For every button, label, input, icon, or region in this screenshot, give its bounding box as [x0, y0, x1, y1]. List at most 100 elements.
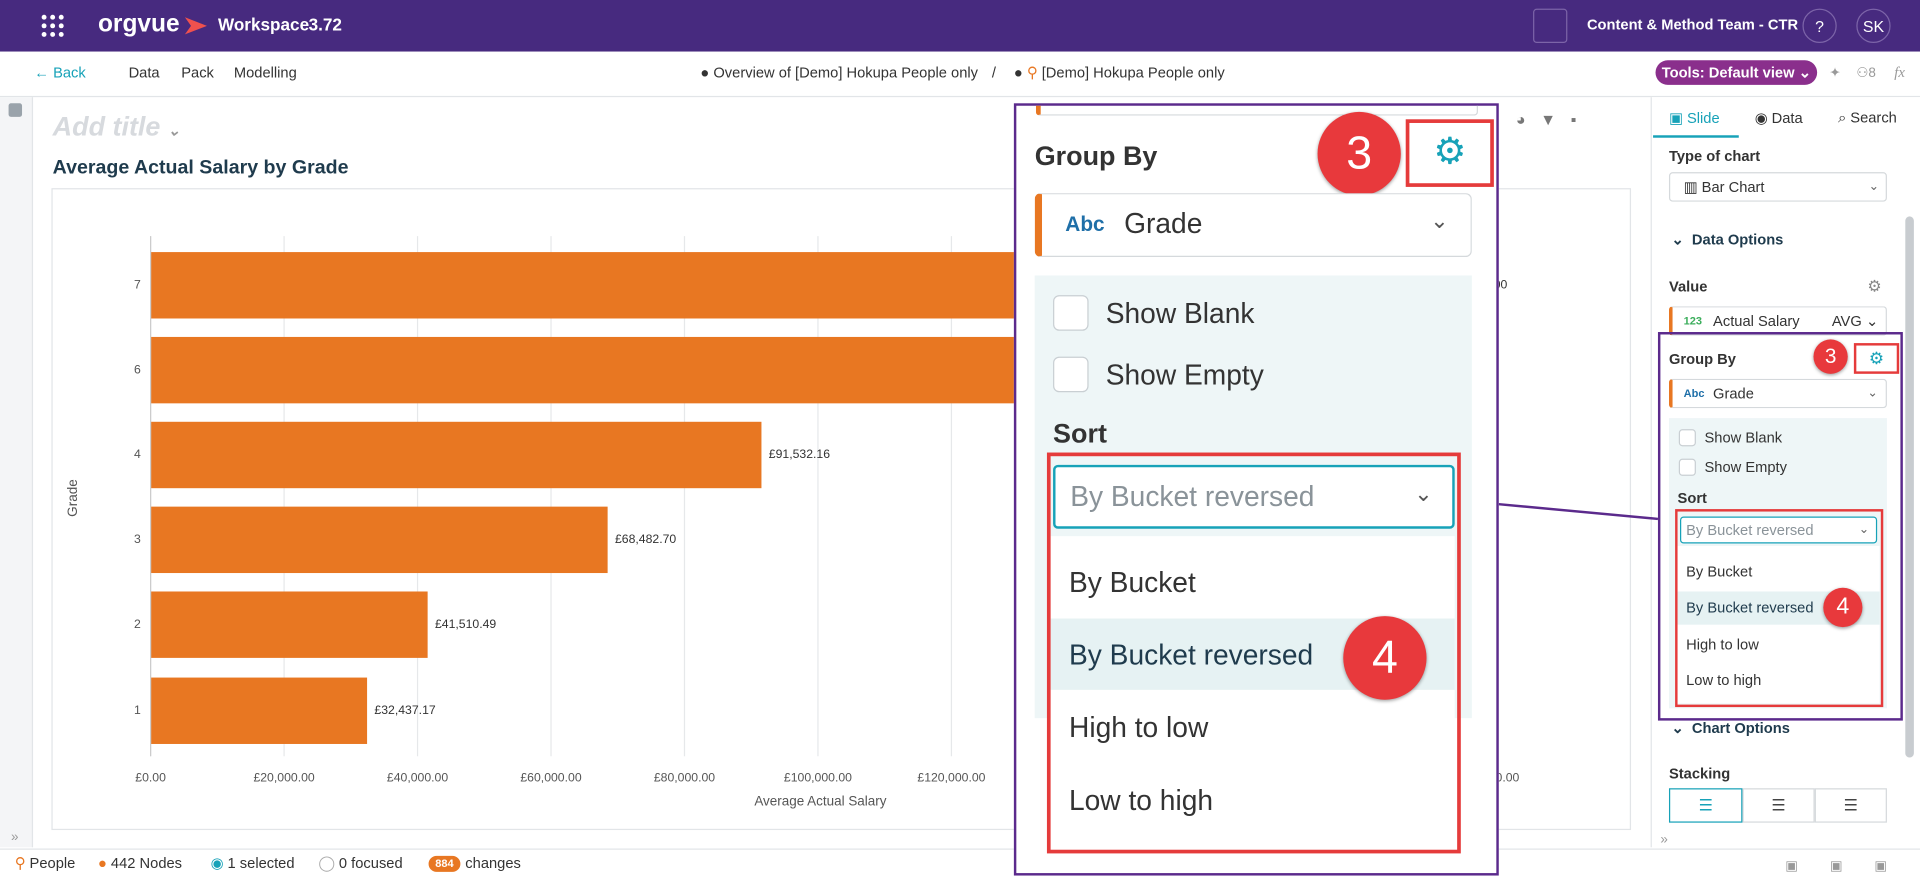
option[interactable]: Low to high: [1686, 671, 1762, 689]
help[interactable]: ?: [1802, 8, 1837, 44]
agg[interactable]: AVG ⌄: [1831, 312, 1879, 330]
checkbox-label[interactable]: Show Blank: [1704, 429, 1783, 447]
status-text[interactable]: 0 focused: [338, 854, 403, 872]
tab-text[interactable]: Search: [1850, 108, 1897, 127]
bar: [150, 506, 608, 574]
value-type: 123: [1683, 314, 1703, 328]
add-icon[interactable]: [8, 103, 23, 117]
title-placeholder[interactable]: Add title ⌄: [52, 110, 181, 142]
expand[interactable]: »: [1660, 832, 1668, 848]
checkbox-label[interactable]: Show Empty: [1704, 458, 1787, 476]
chart-toolbar[interactable]: ◕▼▪: [1515, 110, 1592, 129]
section[interactable]: ⌄ Data Options: [1671, 231, 1784, 249]
checkbox[interactable]: [1053, 295, 1089, 331]
option[interactable]: High to low: [1068, 711, 1209, 744]
tab[interactable]: ⌕ Search: [1837, 108, 1897, 127]
option-selected[interactable]: By Bucket reversed: [1068, 638, 1314, 671]
stack-button[interactable]: ☰: [1814, 788, 1887, 823]
chart-type-select[interactable]: [1668, 172, 1887, 202]
checkbox-label[interactable]: Show Blank: [1105, 296, 1255, 329]
status-item[interactable]: ● 442 Nodes: [97, 854, 183, 872]
breadcrumb-item[interactable]: Overview of [Demo] Hokupa People only: [713, 63, 979, 82]
status-text[interactable]: 442 Nodes: [110, 854, 183, 872]
tab[interactable]: ◉ Data: [1754, 109, 1803, 127]
chart-type: ▥ Bar Chart: [1683, 178, 1765, 196]
sort-select[interactable]: [1053, 464, 1455, 529]
status-text[interactable]: 1 selected: [227, 854, 295, 872]
gear-highlight[interactable]: ⚙: [1853, 343, 1900, 374]
team[interactable]: Content & Method Team - CTR: [1586, 15, 1799, 34]
tab-text[interactable]: Slide: [1686, 109, 1720, 127]
user[interactable]: SK: [1856, 8, 1891, 44]
footer-icons[interactable]: ▣▣▣: [1785, 858, 1920, 874]
breadcrumb[interactable]: ● Overview of [Demo] Hokupa People only: [700, 63, 979, 82]
field: Grade: [1713, 384, 1754, 403]
option[interactable]: Low to high: [1068, 783, 1214, 816]
stack-button[interactable]: ☰: [1742, 788, 1815, 823]
scrollbar[interactable]: [1905, 216, 1914, 758]
nav-tab[interactable]: Modelling: [233, 63, 297, 82]
apps-icon[interactable]: [40, 14, 64, 39]
nav-bar: [0, 51, 1920, 98]
title-text[interactable]: Add title: [52, 110, 161, 142]
x-tick-label: £120,000.00: [917, 771, 985, 785]
pin[interactable]: ✦: [1829, 65, 1841, 81]
changes-count[interactable]: 884: [428, 855, 461, 872]
gear[interactable]: ⚙: [1867, 276, 1882, 296]
brand-logo: [184, 17, 207, 35]
step-badge: 4: [1823, 587, 1863, 628]
status-item[interactable]: ⚲ People: [14, 854, 76, 872]
label: Sort: [1677, 489, 1707, 507]
section-text[interactable]: Chart Options: [1691, 719, 1790, 737]
breadcrumb[interactable]: ● ⚲ [Demo] Hokupa People only: [1013, 63, 1225, 82]
sort-select[interactable]: [1680, 516, 1878, 544]
status-item[interactable]: ◉ 1 selected: [210, 854, 295, 872]
y-tick-label: 3: [134, 532, 141, 546]
tools-button[interactable]: Tools: Default view ⌄: [1655, 60, 1818, 85]
tab-text[interactable]: Data: [1771, 109, 1803, 127]
nav-tab[interactable]: Data: [128, 63, 160, 82]
cut-select: [1035, 105, 1478, 116]
group-select[interactable]: [1668, 378, 1887, 409]
value-select[interactable]: [1668, 306, 1887, 336]
brand: orgvue: [97, 10, 180, 38]
status-text[interactable]: People: [29, 854, 76, 872]
status-item[interactable]: ◯ 0 focused: [318, 854, 403, 872]
agg-text[interactable]: AVG: [1831, 312, 1862, 330]
breadcrumb-item[interactable]: [Demo] Hokupa People only: [1041, 63, 1225, 82]
back-text[interactable]: Back: [53, 63, 86, 82]
section[interactable]: ⌄ Chart Options: [1671, 719, 1790, 737]
dropdown-highlight: [1675, 509, 1884, 708]
option-selected[interactable]: By Bucket reversed: [1686, 598, 1814, 617]
label: Value: [1668, 277, 1708, 296]
chevron: ⌄: [1430, 208, 1449, 234]
dropdown-highlight: [1046, 452, 1461, 854]
group-select[interactable]: [1034, 193, 1472, 258]
back[interactable]: ← Back: [34, 63, 86, 82]
gutter: [0, 97, 34, 848]
refresh-button[interactable]: [1533, 8, 1568, 44]
option[interactable]: By Bucket: [1686, 563, 1753, 581]
checkbox[interactable]: [1053, 356, 1089, 393]
tools-text[interactable]: Tools: Default view: [1661, 63, 1795, 82]
tab-active[interactable]: ▣ Slide: [1668, 109, 1720, 127]
section-text[interactable]: Data Options: [1691, 231, 1784, 249]
checkbox[interactable]: [1678, 429, 1696, 447]
expand[interactable]: »: [11, 830, 19, 845]
step-badge: 4: [1343, 616, 1427, 700]
nav-tab[interactable]: Pack: [181, 63, 214, 82]
checkbox-label[interactable]: Show Empty: [1105, 358, 1264, 391]
status-text[interactable]: changes: [465, 854, 521, 872]
option[interactable]: High to low: [1686, 635, 1759, 653]
checkbox[interactable]: [1678, 458, 1696, 476]
fx[interactable]: fx: [1894, 63, 1905, 81]
status-bar: [0, 848, 1920, 878]
sort-value: By Bucket reversed: [1070, 480, 1315, 513]
x-tick-label: £0.00: [135, 771, 166, 785]
users[interactable]: ⚇8: [1856, 65, 1876, 81]
stack-button[interactable]: ☰: [1668, 788, 1743, 823]
gear-highlight[interactable]: ⚙: [1405, 119, 1494, 187]
option[interactable]: By Bucket: [1068, 566, 1196, 599]
